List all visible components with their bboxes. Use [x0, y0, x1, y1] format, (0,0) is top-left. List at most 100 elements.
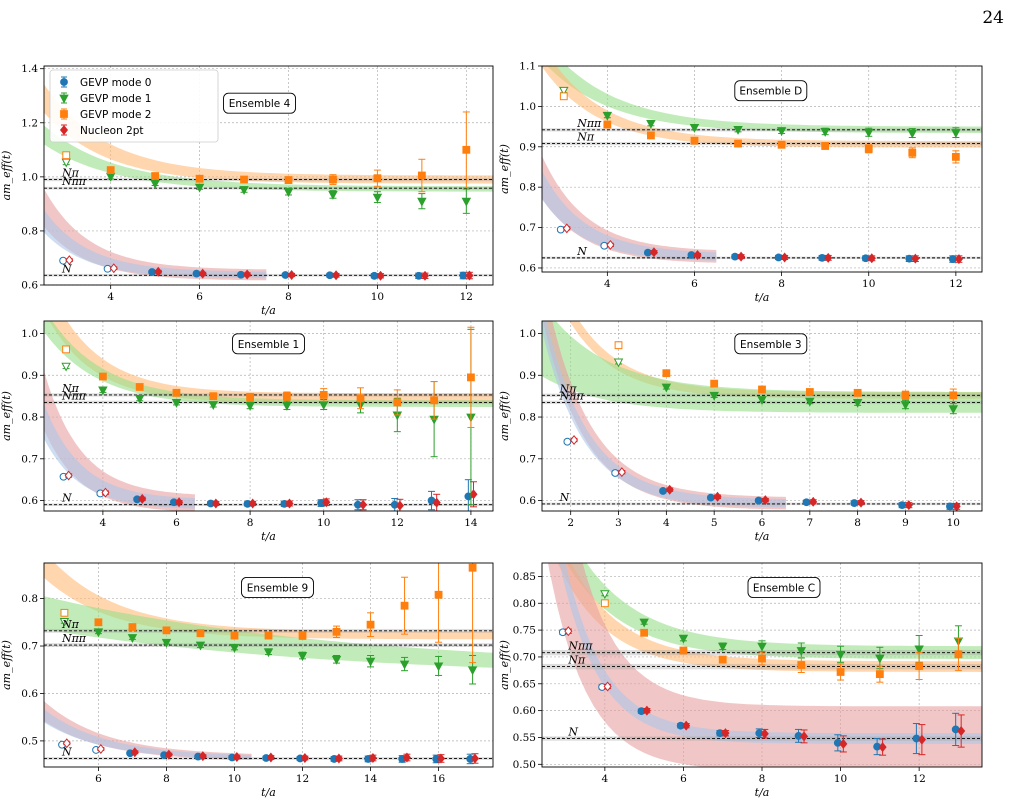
data-point [613, 358, 624, 368]
data-point [805, 388, 814, 396]
data-point [356, 394, 365, 403]
data-point [154, 266, 163, 277]
ensemble-label: Ensemble D [739, 86, 802, 98]
data-point [195, 174, 204, 183]
ensemble-label: Ensemble C [753, 582, 815, 594]
data-point [900, 401, 911, 410]
data-point [600, 590, 610, 600]
data-point [856, 497, 866, 508]
data-point [836, 668, 845, 676]
series-mode0 [556, 225, 957, 263]
x-tick-label: 6 [680, 773, 687, 785]
data-point [721, 728, 730, 739]
ensemble-label-box [223, 92, 296, 114]
data-point [780, 252, 789, 263]
x-tick-label: 12 [296, 773, 309, 785]
data-point [559, 86, 569, 96]
data-point [162, 626, 171, 635]
plot-area [44, 563, 493, 765]
series-mode2 [559, 92, 960, 164]
data-point [237, 270, 245, 279]
data-point [863, 128, 874, 138]
data-point [60, 608, 69, 617]
y-tick-label: 0.8 [519, 182, 536, 194]
data-point [875, 654, 885, 664]
series-mode1 [61, 158, 472, 214]
data-point [175, 497, 184, 508]
x-tick-label: 10 [862, 278, 875, 290]
data-point [679, 646, 688, 655]
x-tick-label: 14 [464, 517, 478, 529]
data-point [243, 269, 252, 280]
legend-marker [59, 125, 69, 135]
data-point [65, 255, 74, 266]
data-point [603, 120, 612, 129]
data-point [198, 751, 207, 762]
y-tick-label: 0.55 [513, 732, 536, 744]
y-axis-label: am_eff(t) [0, 151, 13, 201]
data-point [907, 129, 918, 139]
data-point [98, 372, 107, 381]
legend-entry-label: GEVP mode 0 [80, 77, 151, 89]
data-point [284, 176, 293, 184]
data-point [248, 498, 257, 509]
data-point [430, 396, 439, 405]
data-point [417, 171, 426, 180]
data-point [710, 379, 719, 388]
data-point [946, 502, 954, 511]
y-axis-label: am_eff(t) [0, 640, 13, 690]
data-point [109, 263, 118, 274]
data-point [777, 140, 786, 149]
data-point [713, 491, 722, 502]
data-point [614, 341, 623, 350]
data-point [617, 467, 626, 478]
data-point [128, 623, 137, 631]
data-point [417, 197, 427, 207]
data-point [436, 753, 446, 764]
plot-area [44, 84, 493, 281]
y-tick-label: 0.65 [513, 678, 536, 690]
data-point [127, 634, 138, 643]
x-tick-label: 8 [778, 278, 785, 290]
data-point [951, 129, 961, 139]
data-point [229, 644, 240, 653]
data-point [643, 248, 652, 257]
series-nucleon [64, 470, 478, 511]
data-point [600, 599, 609, 608]
y-tick-label: 0.7 [519, 453, 536, 465]
ensemble-label-box [747, 577, 821, 598]
x-tick-label: 6 [196, 291, 203, 303]
data-point [734, 139, 742, 148]
data-point [134, 394, 145, 404]
series-mode1 [559, 86, 961, 139]
data-point [556, 225, 565, 234]
data-point [332, 627, 341, 636]
data-point [135, 383, 144, 391]
data-point [799, 731, 809, 742]
data-point [898, 501, 907, 510]
x-tick-label: 14 [364, 773, 378, 785]
data-point [101, 487, 110, 498]
y-tick-label: 1.4 [21, 63, 38, 75]
data-point [954, 650, 963, 659]
x-tick-label: 3 [615, 517, 622, 529]
series-nucleon [564, 626, 966, 756]
ref-line-label: N [61, 262, 72, 275]
data-point [263, 648, 274, 658]
plot-area [542, 66, 982, 265]
data-point [420, 270, 430, 281]
data-point [365, 657, 376, 667]
y-tick-label: 1.0 [21, 328, 38, 340]
y-axis-label: am_eff(t) [498, 144, 511, 194]
data-point [757, 396, 767, 405]
data-point [94, 618, 103, 627]
fit-band-mode0 [44, 209, 267, 279]
data-point [805, 397, 815, 407]
data-point [665, 484, 674, 495]
x-tick-label: 12 [912, 773, 925, 785]
data-point [264, 631, 273, 640]
fit-band-mode2 [49, 321, 493, 404]
data-point [138, 493, 147, 504]
